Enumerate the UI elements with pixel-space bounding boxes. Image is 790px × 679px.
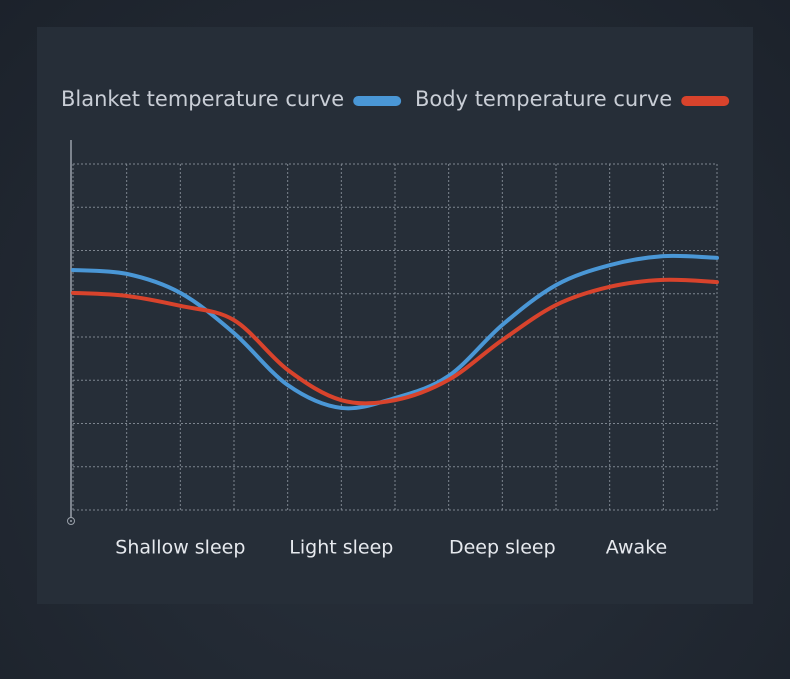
line-series [71,253,719,411]
axis-origin-dot [70,520,72,522]
legend-label: Blanket temperature curve [61,87,344,111]
x-tick-label: Deep sleep [449,537,556,559]
x-tick-label: Awake [606,537,667,559]
legend-label: Body temperature curve [415,87,672,111]
x-tick-label: Shallow sleep [115,537,245,559]
axis-origin [67,517,75,525]
line-series [71,277,719,406]
x-tick-label: Light sleep [289,537,393,559]
panel [37,27,753,604]
